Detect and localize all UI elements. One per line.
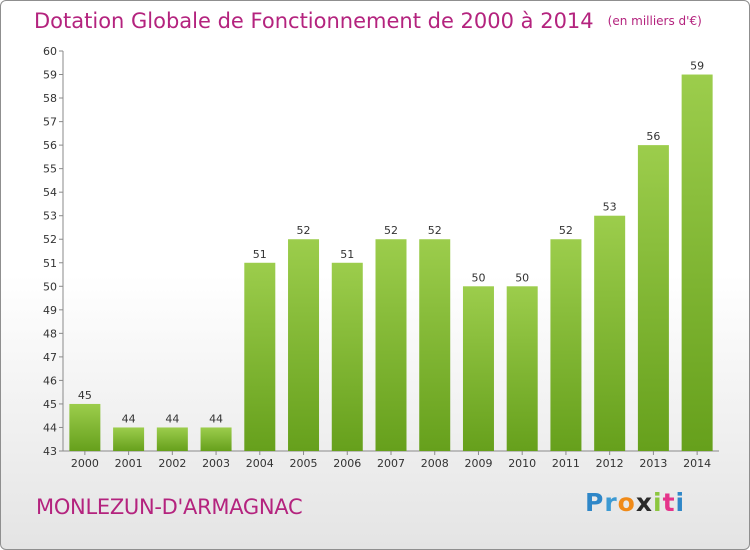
bar-2000 (69, 403, 101, 451)
bar-value-label: 52 (297, 224, 311, 237)
x-tick-label: 2014 (683, 457, 711, 470)
y-tick-label: 49 (43, 304, 57, 317)
commune-name: MONLEZUN-D'ARMAGNAC (36, 495, 303, 519)
bar-2011 (550, 239, 582, 451)
bar-value-label: 44 (209, 412, 223, 425)
bar-value-label: 56 (646, 130, 660, 143)
y-tick-label: 60 (43, 45, 57, 58)
x-tick-label: 2003 (202, 457, 230, 470)
y-tick-label: 44 (43, 421, 57, 434)
bar-2005 (288, 239, 320, 451)
bar-value-label: 52 (384, 224, 398, 237)
y-tick-label: 55 (43, 163, 57, 176)
bar-value-label: 52 (428, 224, 442, 237)
y-tick-label: 50 (43, 280, 57, 293)
bar-2012 (594, 215, 626, 451)
bar-2006 (331, 262, 363, 451)
bar-value-label: 53 (603, 201, 617, 214)
y-tick-label: 47 (43, 351, 57, 364)
bar-value-label: 44 (165, 412, 179, 425)
y-tick-label: 45 (43, 398, 57, 411)
y-tick-label: 48 (43, 327, 57, 340)
x-tick-label: 2011 (552, 457, 580, 470)
x-tick-label: 2005 (290, 457, 318, 470)
x-tick-label: 2013 (639, 457, 667, 470)
x-tick-label: 2002 (158, 457, 186, 470)
y-tick-label: 57 (43, 116, 57, 129)
proxiti-logo: Proxiti (585, 488, 686, 517)
bar-2014 (681, 74, 713, 451)
bar-2009 (462, 286, 494, 451)
x-tick-label: 2000 (71, 457, 99, 470)
x-tick-label: 2004 (246, 457, 274, 470)
y-tick-label: 54 (43, 186, 57, 199)
chart-unit-label: (en milliers d'€) (607, 14, 702, 28)
bar-2004 (244, 262, 276, 451)
bar-value-label: 51 (340, 248, 354, 261)
bar-2008 (419, 239, 451, 451)
x-tick-label: 2009 (464, 457, 492, 470)
bar-value-label: 50 (515, 271, 529, 284)
bar-value-label: 44 (122, 412, 136, 425)
y-tick-label: 53 (43, 210, 57, 223)
bar-value-label: 50 (471, 271, 485, 284)
bar-2003 (200, 427, 232, 451)
x-tick-label: 2006 (333, 457, 361, 470)
y-tick-label: 46 (43, 374, 57, 387)
chart-title-text: Dotation Globale de Fonctionnement de 20… (34, 9, 594, 33)
chart-title: Dotation Globale de Fonctionnement de 20… (34, 9, 702, 33)
x-tick-label: 2012 (596, 457, 624, 470)
bar-2013 (637, 145, 669, 451)
bar-2010 (506, 286, 538, 451)
bar-2001 (113, 427, 145, 451)
bar-value-label: 51 (253, 248, 267, 261)
y-tick-label: 59 (43, 69, 57, 82)
y-tick-label: 58 (43, 92, 57, 105)
y-tick-label: 43 (43, 445, 57, 458)
bar-2002 (156, 427, 188, 451)
y-tick-label: 52 (43, 233, 57, 246)
bar-value-label: 59 (690, 60, 704, 73)
y-tick-label: 56 (43, 139, 57, 152)
x-tick-label: 2001 (115, 457, 143, 470)
x-tick-label: 2007 (377, 457, 405, 470)
y-tick-label: 51 (43, 257, 57, 270)
bar-value-label: 52 (559, 224, 573, 237)
x-tick-label: 2010 (508, 457, 536, 470)
bar-2007 (375, 239, 407, 451)
x-tick-label: 2008 (421, 457, 449, 470)
bar-value-label: 45 (78, 389, 92, 402)
